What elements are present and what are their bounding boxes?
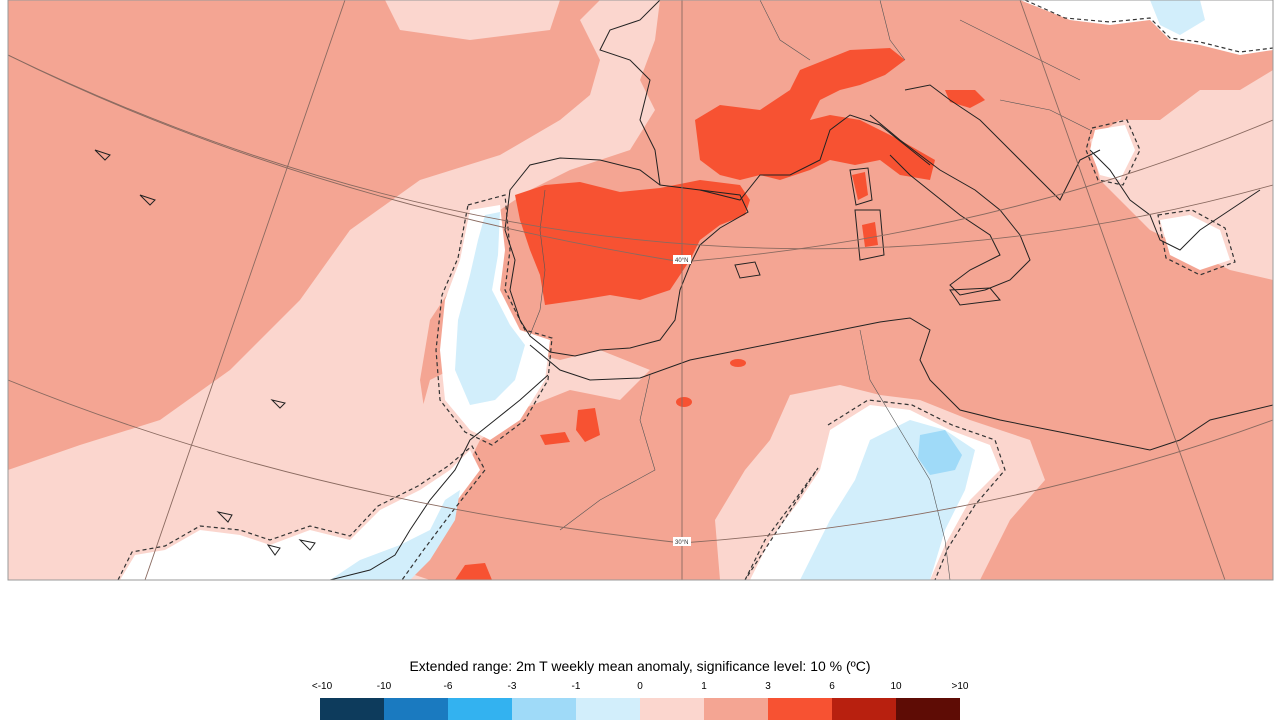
legend-swatch <box>384 698 448 720</box>
legend-swatch <box>832 698 896 720</box>
anomaly-zone-aegean-white <box>1160 215 1230 270</box>
legend-title: Extended range: 2m T weekly mean anomaly… <box>409 658 871 674</box>
legend-tick: 3 <box>765 681 771 692</box>
legend-tick: 1 <box>701 681 707 692</box>
legend-tick: 0 <box>637 681 643 692</box>
anomaly-zone-greece-white <box>1090 125 1135 180</box>
coastline-france <box>599 0 931 201</box>
anomaly-zone-canaries-blue <box>330 490 460 580</box>
graticule-lon-west <box>144 0 346 580</box>
anomaly-zone-morocco-3-to-6 <box>576 408 600 442</box>
anomaly-zone-sardinia-3-to-6 <box>862 222 878 247</box>
border-algeria-libya <box>859 329 951 580</box>
coastline-sardinia <box>854 209 885 261</box>
significance-contour-greece <box>1085 119 1141 186</box>
coastline-sicily <box>949 287 1001 306</box>
significance-contour-ne <box>1024 0 1273 53</box>
anomaly-map: 40°N 30°N <box>7 0 1274 581</box>
legend-swatch <box>512 698 576 720</box>
anomaly-zone-france-3-to-6 <box>695 48 935 180</box>
map-frame <box>7 0 1274 581</box>
significance-contour-portugal <box>435 194 553 446</box>
anomaly-zone-sahara-blue-core <box>918 430 962 475</box>
latitude-label-30n: 30°N <box>675 540 688 546</box>
graticule-lat-north <box>8 54 1273 250</box>
border-spain-portugal <box>529 189 546 336</box>
coastline-madeira <box>270 399 286 409</box>
legend-tick: 6 <box>829 681 835 692</box>
coastline-italy <box>869 114 1031 296</box>
coastline-west-africa <box>329 374 549 580</box>
legend-tick: -10 <box>376 681 392 692</box>
coastline-greece <box>1089 149 1261 251</box>
anomaly-zone-morocco2-3-to-6 <box>540 432 570 445</box>
anomaly-zone-balkans-0-to-1 <box>1090 70 1273 280</box>
anomaly-zone-north-0-to-1 <box>385 0 560 40</box>
anomaly-zone-ne-white <box>1020 0 1273 55</box>
coastline-canaries <box>216 511 316 556</box>
coastline-balearics <box>734 261 761 279</box>
coastline-north-africa <box>529 317 1273 451</box>
anomaly-zone-portugal-blue <box>455 212 525 405</box>
coastline-iberia <box>504 157 749 357</box>
border-europe-misc <box>759 0 1091 131</box>
legend-tick: -6 <box>443 681 453 692</box>
anomaly-zone-iberia-3-to-6 <box>515 180 750 305</box>
legend-swatch <box>576 698 640 720</box>
legend-swatch <box>320 698 384 720</box>
anomaly-zone-ne-blue <box>1150 0 1205 35</box>
border-algeria-morocco <box>559 374 656 531</box>
coastline-azores <box>94 149 156 206</box>
anomaly-zone-canaries-white <box>120 450 480 580</box>
legend-color-bar <box>320 698 960 720</box>
legend-tick: 10 <box>890 681 902 692</box>
coastline-corsica <box>849 167 873 206</box>
anomaly-zone-small-3-to-6 <box>730 359 746 367</box>
anomaly-zone-sahara-3-to-6 <box>455 563 492 580</box>
coastline-adriatic <box>904 84 1101 201</box>
legend-tick: >10 <box>951 681 969 692</box>
significance-contour-aegean <box>1157 209 1236 276</box>
legend-swatch <box>448 698 512 720</box>
anomaly-zone-atlantic-0-to-1 <box>8 0 660 580</box>
significance-contour-canaries <box>117 445 486 580</box>
legend-tick: <-10 <box>311 681 333 692</box>
latitude-label-40n: 40°N <box>675 258 688 264</box>
legend-tick-labels: <-10 -10 -6 -3 -1 0 1 3 6 10 >10 <box>0 681 1280 695</box>
legend-tick: -1 <box>571 681 581 692</box>
graticule-lon-east <box>1019 0 1226 580</box>
legend-swatch <box>768 698 832 720</box>
significance-contour-sahara <box>744 399 1006 580</box>
legend-tick: -3 <box>507 681 517 692</box>
legend-swatch <box>704 698 768 720</box>
legend-swatch <box>896 698 960 720</box>
legend-swatch <box>640 698 704 720</box>
anomaly-zone-small2-3-to-6 <box>676 397 692 407</box>
anomaly-zone-corsica-3-to-6 <box>852 172 868 200</box>
